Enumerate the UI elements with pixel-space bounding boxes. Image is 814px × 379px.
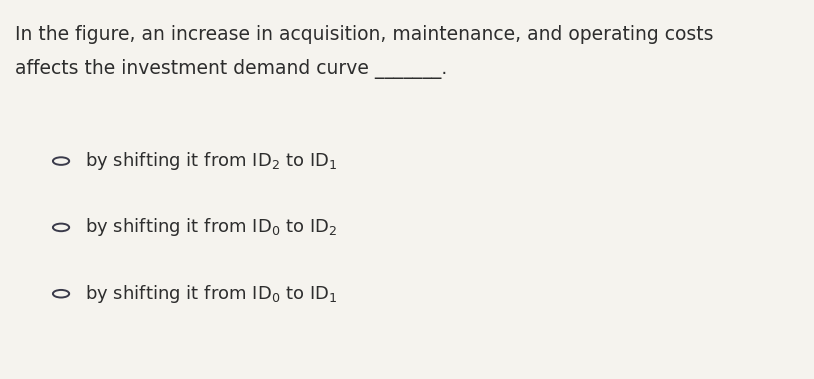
Text: $\mathrm{by\ shifting\ it\ from\ ID}_{0}\ \mathrm{to\ ID}_{2}$: $\mathrm{by\ shifting\ it\ from\ ID}_{0}… [85, 216, 338, 238]
Text: $\mathrm{by\ shifting\ it\ from\ ID}_{0}\ \mathrm{to\ ID}_{1}$: $\mathrm{by\ shifting\ it\ from\ ID}_{0}… [85, 283, 338, 305]
Text: affects the investment demand curve _______.: affects the investment demand curve ____… [15, 59, 447, 79]
Text: In the figure, an increase in acquisition, maintenance, and operating costs: In the figure, an increase in acquisitio… [15, 25, 713, 44]
Text: $\mathrm{by\ shifting\ it\ from\ ID}_{2}\ \mathrm{to\ ID}_{1}$: $\mathrm{by\ shifting\ it\ from\ ID}_{2}… [85, 150, 338, 172]
